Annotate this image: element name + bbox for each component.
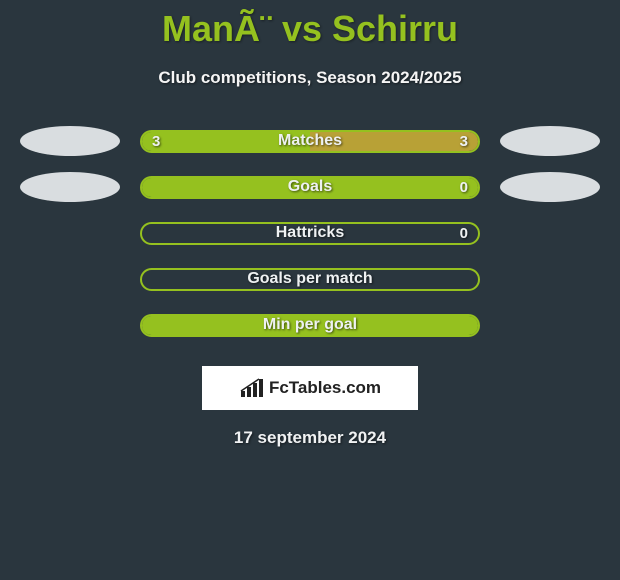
stat-bar: Goals 0 <box>140 176 480 199</box>
stat-bar: Hattricks 0 <box>140 222 480 245</box>
stat-right-value <box>458 270 478 289</box>
stat-bar: 3 Matches 3 <box>140 130 480 153</box>
stat-row: 3 Matches 3 <box>0 118 620 164</box>
player-right-avatar <box>500 310 600 340</box>
stat-label: Goals <box>142 178 478 197</box>
stat-label: Matches <box>142 132 478 151</box>
brand-text: FcTables.com <box>269 378 381 398</box>
date-text: 17 september 2024 <box>0 428 620 448</box>
player-left-avatar <box>20 264 120 294</box>
stat-right-value <box>458 316 478 335</box>
stat-bar: Min per goal <box>140 314 480 337</box>
stat-left-value <box>142 270 162 289</box>
player-left-avatar <box>20 172 120 202</box>
stat-row: Min per goal <box>0 302 620 348</box>
player-right-avatar <box>500 264 600 294</box>
stat-label: Goals per match <box>142 270 478 289</box>
stat-left-value <box>142 224 162 243</box>
stat-left-value <box>142 316 162 335</box>
subtitle: Club competitions, Season 2024/2025 <box>0 68 620 88</box>
player-left-avatar <box>20 218 120 248</box>
stat-left-value: 3 <box>142 132 170 151</box>
player-left-avatar <box>20 310 120 340</box>
stat-right-value: 3 <box>450 132 478 151</box>
stat-bar: Goals per match <box>140 268 480 291</box>
stat-right-value: 0 <box>450 224 478 243</box>
player-right-avatar <box>500 126 600 156</box>
player-left-avatar <box>20 126 120 156</box>
stat-right-value: 0 <box>450 178 478 197</box>
stat-row: Goals 0 <box>0 164 620 210</box>
stat-row: Hattricks 0 <box>0 210 620 256</box>
comparison-chart: 3 Matches 3 Goals 0 Hattricks 0 <box>0 118 620 348</box>
stat-left-value <box>142 178 162 197</box>
brand-badge: FcTables.com <box>202 366 418 410</box>
stat-row: Goals per match <box>0 256 620 302</box>
page-title: ManÃ¨ vs Schirru <box>0 0 620 50</box>
stat-label: Hattricks <box>142 224 478 243</box>
player-right-avatar <box>500 172 600 202</box>
bars-icon <box>239 377 265 399</box>
player-right-avatar <box>500 218 600 248</box>
stat-label: Min per goal <box>142 316 478 335</box>
